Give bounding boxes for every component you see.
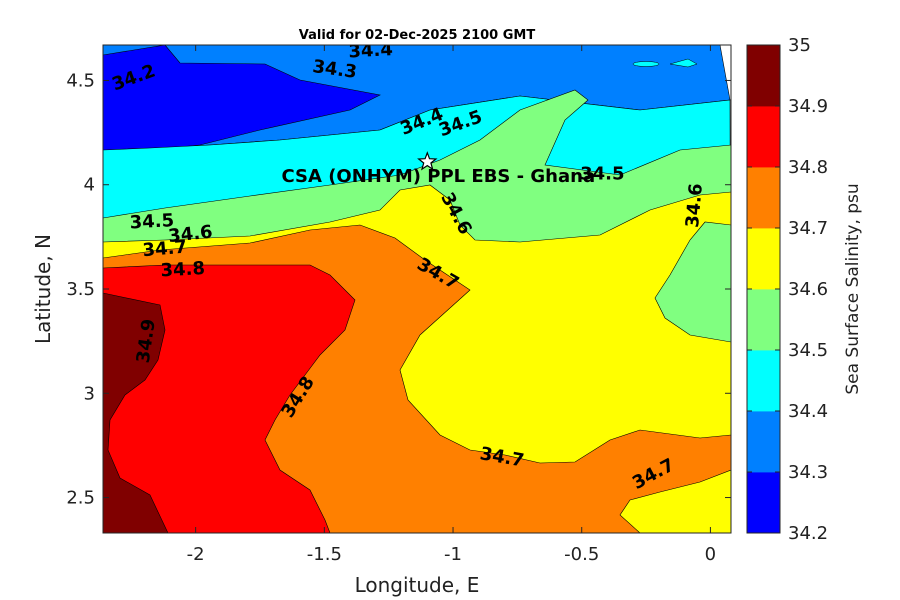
colorbar-tick-label: 34.6 xyxy=(788,279,828,300)
y-tick-label: 3.5 xyxy=(66,279,95,300)
contour-label: 34.5 xyxy=(580,163,624,184)
colorbar-tick-label: 34.7 xyxy=(788,218,828,239)
band-34-5-east xyxy=(654,221,731,343)
x-tick-label: 0 xyxy=(705,544,716,565)
colorbar-swatch xyxy=(747,106,780,168)
contour-label: 34.7 xyxy=(142,237,188,262)
contour-label: 34.5 xyxy=(129,210,174,233)
colorbar-tick-label: 34.4 xyxy=(788,401,828,422)
x-tick-label: -2 xyxy=(187,544,205,565)
colorbar-swatch xyxy=(747,472,780,534)
x-tick-label: -1.5 xyxy=(307,544,342,565)
colorbar-swatch xyxy=(747,350,780,412)
band-34-6-southeast xyxy=(619,469,731,533)
colorbar-tick-label: 34.2 xyxy=(788,523,828,544)
y-tick-label: 3 xyxy=(84,383,95,404)
colorbar: 34.2 34.3 34.4 34.5 34.6 34.7 34.8 34.9 35 xyxy=(746,35,828,544)
band-34-4-patch-2 xyxy=(669,58,698,68)
colorbar-swatch xyxy=(747,167,780,229)
colorbar-tick-label: 34.9 xyxy=(788,96,828,117)
contour-label: 34.6 xyxy=(167,222,213,248)
y-tick-label: 4 xyxy=(84,175,95,196)
x-tick-label: -0.5 xyxy=(564,544,599,565)
band-34-4-patch xyxy=(632,61,660,67)
x-axis-ticks: -2 -1.5 -1 -0.5 0 xyxy=(187,45,716,565)
plot-area: 34.2 34.334.434.434.534.534.634.634.534.6… xyxy=(103,39,731,533)
band-34-8 xyxy=(103,264,356,533)
colorbar-label: Sea Surface Salinity, psu xyxy=(843,183,863,394)
colorbar-tick-label: 34.8 xyxy=(788,157,828,178)
chart-title: Valid for 02-Dec-2025 2100 GMT xyxy=(299,28,536,43)
y-tick-label: 4.5 xyxy=(66,70,95,91)
y-tick-label: 2.5 xyxy=(66,488,95,509)
colorbar-tick-label: 35 xyxy=(788,35,811,56)
colorbar-swatch xyxy=(747,45,780,107)
band-34-9 xyxy=(103,292,169,533)
y-axis-label: Latitude, N xyxy=(31,234,55,344)
site-label: CSA (ONHYM) PPL EBS - Ghana xyxy=(281,166,595,187)
x-axis-label: Longitude, E xyxy=(355,573,480,597)
site-marker-group: CSA (ONHYM) PPL EBS - Ghana xyxy=(281,151,595,187)
colorbar-swatch xyxy=(747,228,780,290)
colorbar-swatch xyxy=(747,289,780,351)
contour-label: 34.4 xyxy=(348,39,393,62)
colorbar-tick-label: 34.3 xyxy=(788,462,828,483)
contour-fills xyxy=(103,45,731,533)
colorbar-tick-label: 34.5 xyxy=(788,340,828,361)
x-tick-label: -1 xyxy=(444,544,462,565)
star-icon xyxy=(417,151,438,171)
colorbar-swatch xyxy=(747,411,780,473)
y-axis-ticks: 2.5 3 3.5 4 4.5 xyxy=(66,70,731,509)
contour-label: 34.8 xyxy=(160,258,205,281)
contour-label: 34.6 xyxy=(682,183,707,229)
